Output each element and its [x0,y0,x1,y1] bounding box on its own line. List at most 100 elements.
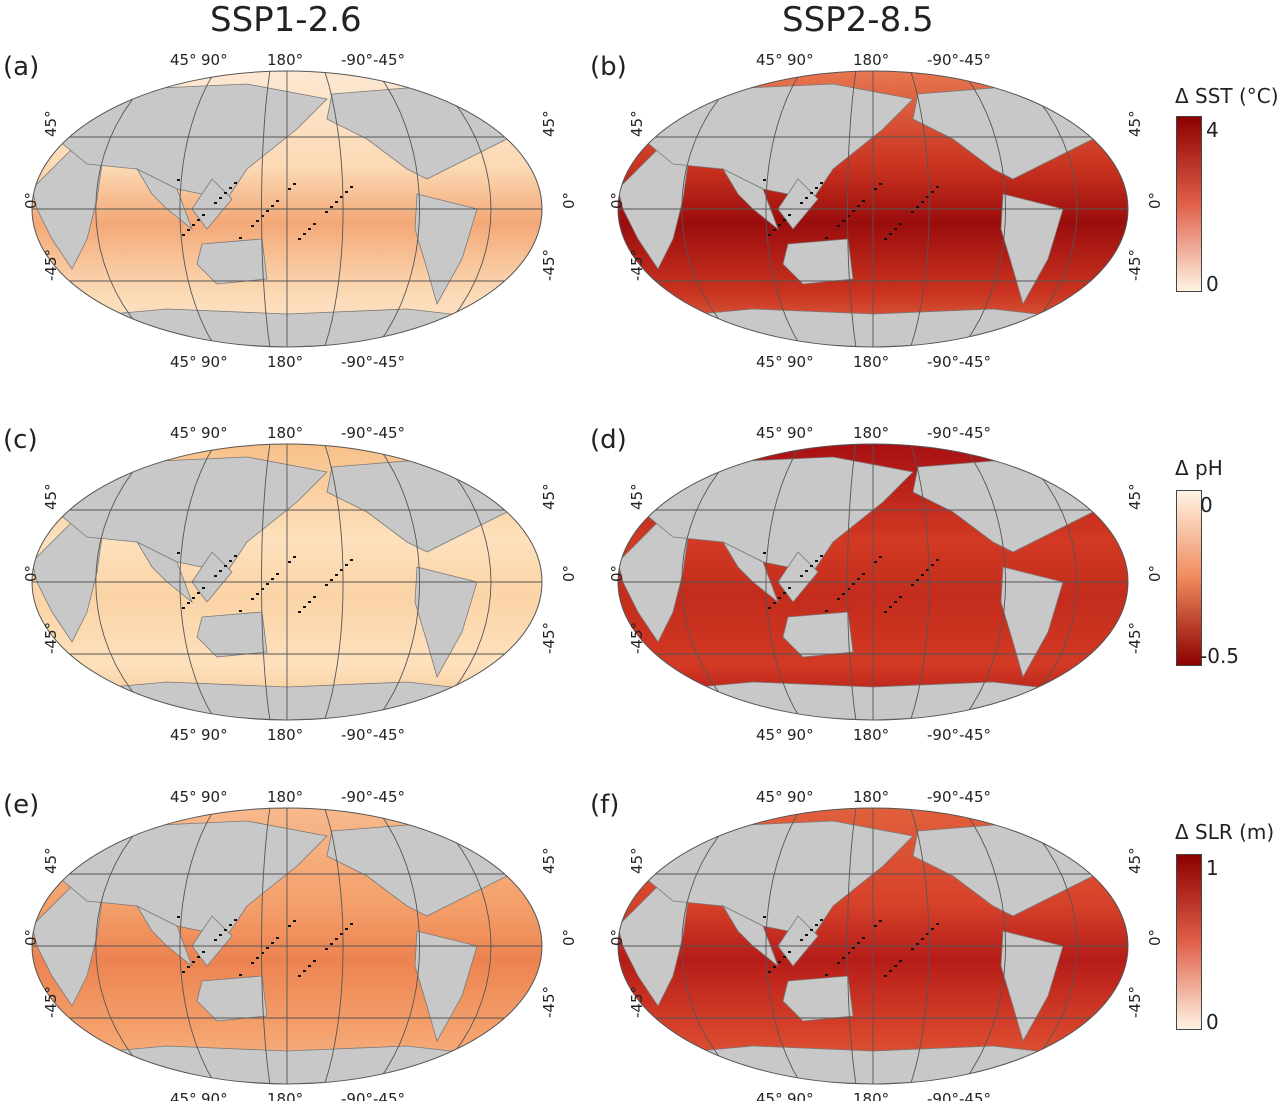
lon-label-top: 180° [267,51,303,69]
colorbar-title-slr: Δ SLR (m) [1175,820,1275,844]
island [261,215,264,217]
colorbar-ph [1176,490,1202,666]
lat-label-right: 0° [1146,565,1164,582]
lat-label-right: 0° [1146,929,1164,946]
island [288,925,291,927]
land-mass [196,611,268,658]
island [266,210,269,212]
island [862,573,865,575]
island [889,233,892,235]
island [805,570,808,572]
island [177,552,180,554]
lat-label-left: 45° [628,483,646,510]
land-mass [56,681,513,720]
island [810,565,813,567]
lat-label-right: -45° [540,622,558,654]
lon-label-bottom: -90° [927,726,959,744]
lon-label-top: -45° [373,788,405,806]
island [197,956,200,958]
island [229,924,232,926]
island [884,238,887,240]
land-mass [135,905,193,968]
lon-label-bottom: 90° [201,726,228,744]
island [229,560,232,562]
island [800,575,803,577]
island [788,951,791,953]
island [788,587,791,589]
island [936,923,939,925]
island [884,611,887,613]
island [266,947,269,949]
map-panel-c: 45°45°90°90°180°180°-90°-90°-45°-45°45° 4… [22,424,578,744]
lat-label-right: 45° [1126,483,1144,510]
island [182,607,185,609]
island [768,607,771,609]
panel-label-f: (f) [590,790,620,820]
island [251,225,254,227]
island [911,948,914,950]
island [921,574,924,576]
column-title-ssp585: SSP2-8.5 [782,0,934,40]
island [894,965,897,967]
lon-label-top: 90° [787,788,814,806]
island [874,561,877,563]
island [894,601,897,603]
lat-label-left: 0° [22,565,40,582]
island [325,948,328,950]
lat-label-left: 0° [22,929,40,946]
island [234,919,237,921]
colorbar-sst-max: 4 [1206,118,1219,142]
lon-label-top: 90° [201,788,228,806]
island [293,556,296,558]
island [899,596,902,598]
island [335,574,338,576]
panel-label-e: (e) [3,790,40,820]
island [261,952,264,954]
island [936,559,939,561]
land-mass [642,681,1099,720]
map-panel-e: 45°45°90°90°180°180°-90°-90°-45°-45°45° 4… [22,788,578,1101]
colorbar-title-ph: Δ pH [1175,456,1223,480]
island [800,939,803,941]
lon-label-top: 180° [853,788,889,806]
island [177,916,180,918]
island [345,564,348,566]
island [335,201,338,203]
land-mass [501,815,538,852]
panel-label-d: (d) [590,425,627,455]
lon-label-top: -90° [927,51,959,69]
island [857,578,860,580]
island [800,202,803,204]
island [256,957,259,959]
island [899,960,902,962]
lat-label-left: 0° [608,929,626,946]
lon-label-bottom: 180° [853,353,889,371]
island [234,555,237,557]
land-mass [642,456,914,573]
lon-label-top: 45° [756,788,783,806]
map-panel-f: 45°45°90°90°180°180°-90°-90°-45°-45°45° 4… [608,788,1164,1101]
island [837,225,840,227]
land-mass [501,451,538,488]
island [224,565,227,567]
lat-label-left: -45° [42,986,60,1018]
lon-label-bottom: 180° [267,726,303,744]
island [783,592,786,594]
island [340,569,343,571]
lon-label-bottom: -90° [927,353,959,371]
lat-label-left: -45° [42,249,60,281]
island [837,598,840,600]
island [921,938,924,940]
island [874,188,877,190]
island [763,552,766,554]
island [187,229,190,231]
island [862,937,865,939]
island [192,597,195,599]
island [192,224,195,226]
colorbar-ph-min: -0.5 [1200,644,1240,668]
lon-label-top: -45° [959,788,991,806]
island [214,575,217,577]
lon-label-bottom: 90° [787,1090,814,1101]
land-mass [135,541,193,604]
lon-label-bottom: 180° [853,1090,889,1101]
